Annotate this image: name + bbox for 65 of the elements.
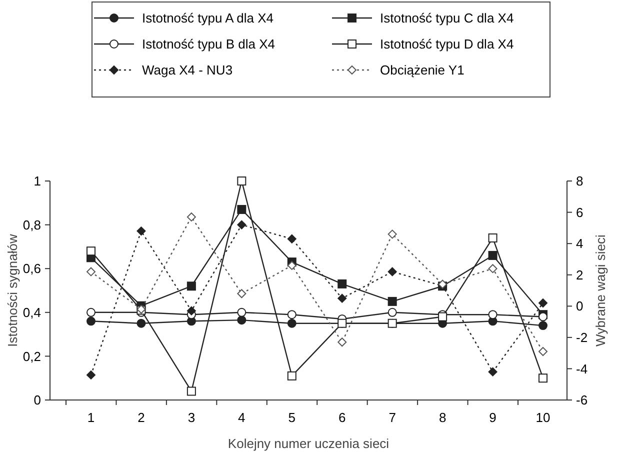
y-axis-title: Istotności sygnałów: [5, 234, 20, 347]
point: [136, 318, 146, 328]
x-tick-label: 4: [238, 410, 246, 425]
point: [388, 296, 397, 306]
y2-tick-label: 6: [576, 204, 584, 220]
point: [488, 367, 498, 376]
x-tick-label: 6: [338, 410, 346, 425]
point: [86, 370, 96, 380]
point: [136, 226, 146, 236]
point: [287, 260, 296, 270]
legend-label: Istotność typu A dla X4: [142, 10, 274, 26]
x-tick-label: 3: [188, 410, 196, 425]
point: [388, 230, 397, 239]
point: [338, 338, 347, 347]
y2-tick-label: -4: [576, 361, 588, 376]
point: [237, 316, 246, 325]
legend-label: Istotność typu B dla X4: [142, 36, 275, 52]
point: [338, 279, 347, 288]
point: [538, 298, 548, 308]
point: [287, 234, 296, 244]
point: [388, 267, 397, 276]
y-tick-label: 1: [34, 174, 41, 189]
y2-tick-label: 2: [576, 267, 584, 282]
point: [388, 308, 397, 317]
y-tick-label: 0,2: [22, 348, 41, 364]
x-tick-label: 10: [536, 410, 550, 425]
x-tick-label: 1: [87, 410, 95, 425]
point: [287, 371, 296, 380]
point: [186, 306, 196, 316]
legend-label: Obciążenie Y1: [380, 62, 464, 78]
x-tick-label: 7: [388, 410, 396, 425]
x-tick-label: 5: [288, 410, 296, 425]
point: [488, 264, 498, 274]
x-axis-title: Kolejny numer uczenia sieci: [228, 436, 390, 451]
legend-label: Waga X4 - NU3: [142, 62, 233, 78]
point: [237, 176, 246, 186]
point: [237, 289, 246, 298]
point: [186, 386, 196, 396]
point: [488, 250, 498, 260]
point: [338, 294, 347, 303]
x-tick-label: 8: [438, 410, 446, 425]
point: [538, 347, 548, 356]
y-tick-label: 0: [34, 392, 41, 408]
y2-tick-label: 4: [576, 236, 584, 252]
x-tick-label: 9: [489, 410, 496, 425]
point: [86, 316, 96, 326]
y-tick-label: 0,4: [22, 304, 41, 320]
point: [488, 233, 498, 242]
point: [86, 267, 96, 276]
y-tick-label: 0,6: [22, 261, 41, 276]
point: [237, 204, 246, 214]
point: [186, 282, 196, 291]
y2-tick-label: -6: [576, 392, 588, 408]
y2-tick-label: 0: [576, 298, 584, 314]
legend-label: Istotność typu C dla X4: [380, 10, 514, 26]
point: [538, 321, 548, 330]
x-tick-label: 2: [138, 410, 145, 425]
legend-label: Istotność typu D dla X4: [380, 36, 514, 52]
point: [186, 212, 196, 222]
y-tick-label: 0,8: [22, 217, 41, 232]
y2-tick-label: 8: [576, 174, 584, 189]
y2-tick-label: -2: [576, 330, 588, 345]
point: [237, 220, 246, 230]
y2-axis-title: Wybrane wagi sieci: [593, 234, 608, 346]
point: [287, 318, 296, 328]
